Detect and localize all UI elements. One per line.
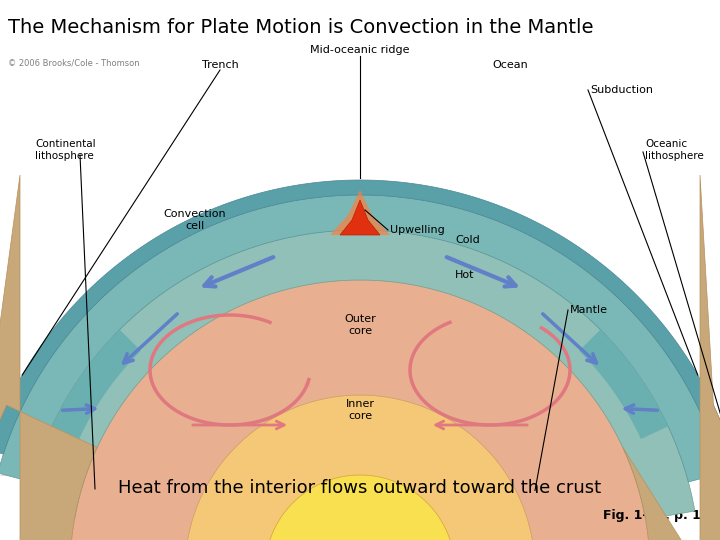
Polygon shape [330, 190, 390, 235]
Polygon shape [265, 475, 455, 540]
Text: Hot: Hot [455, 270, 474, 280]
Polygon shape [0, 180, 720, 454]
Text: Ocean: Ocean [492, 60, 528, 70]
Text: Inner
core: Inner core [346, 399, 374, 421]
Text: Heat from the interior flows outward toward the crust: Heat from the interior flows outward tow… [118, 479, 602, 497]
Text: Continental
lithosphere: Continental lithosphere [35, 139, 96, 161]
Polygon shape [340, 200, 380, 235]
Text: Mantle: Mantle [570, 305, 608, 315]
Text: Convection
cell: Convection cell [163, 209, 226, 231]
Polygon shape [52, 329, 141, 439]
Text: Oceanic
lithosphere: Oceanic lithosphere [645, 139, 703, 161]
Polygon shape [25, 230, 695, 519]
Text: © 2006 Brooks/Cole - Thomson: © 2006 Brooks/Cole - Thomson [8, 59, 140, 68]
Text: Trench: Trench [202, 60, 238, 70]
Polygon shape [0, 195, 720, 482]
Text: Subduction: Subduction [590, 85, 653, 95]
Text: Fig. 1-12, p. 15: Fig. 1-12, p. 15 [603, 509, 710, 522]
Polygon shape [0, 175, 97, 540]
Polygon shape [579, 329, 668, 439]
Text: The Mechanism for Plate Motion is Convection in the Mantle: The Mechanism for Plate Motion is Convec… [8, 18, 593, 37]
Text: Cold: Cold [455, 235, 480, 245]
Text: Mid-oceanic ridge: Mid-oceanic ridge [310, 45, 410, 55]
Polygon shape [70, 280, 650, 540]
Polygon shape [185, 395, 535, 540]
Text: Outer
core: Outer core [344, 314, 376, 336]
Text: Upwelling: Upwelling [390, 225, 445, 235]
Polygon shape [623, 175, 720, 540]
